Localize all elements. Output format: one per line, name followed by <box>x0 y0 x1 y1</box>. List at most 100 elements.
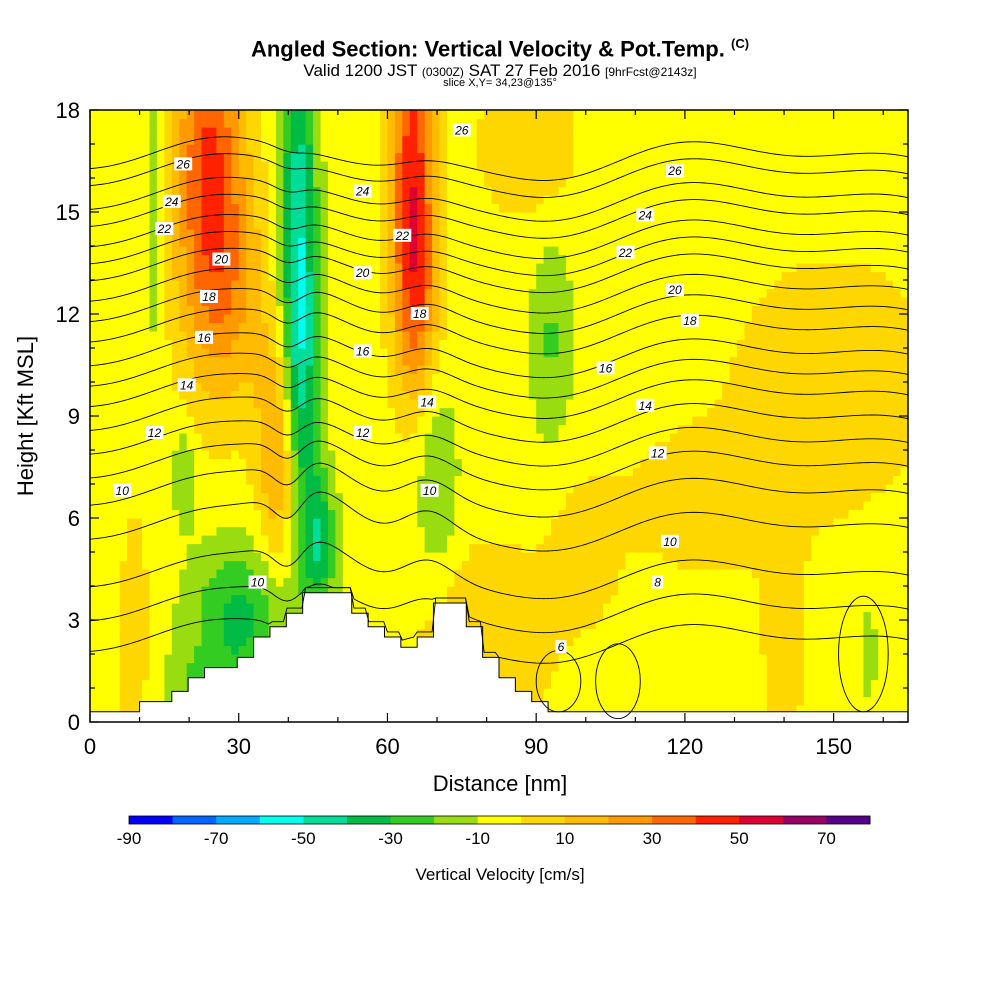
velocity-cell <box>127 586 136 596</box>
velocity-cell <box>759 399 768 409</box>
velocity-cell <box>216 535 225 545</box>
velocity-cell <box>424 365 433 375</box>
velocity-cell <box>855 594 864 604</box>
velocity-cell <box>811 569 820 579</box>
velocity-cell <box>380 594 389 604</box>
velocity-cell <box>186 671 195 681</box>
velocity-cell <box>803 543 812 553</box>
velocity-cell <box>565 475 574 485</box>
velocity-cell <box>149 594 158 604</box>
velocity-cell <box>179 399 188 409</box>
velocity-cell <box>766 535 775 545</box>
velocity-cell <box>632 620 641 630</box>
velocity-cell <box>863 416 872 426</box>
velocity-cell <box>365 569 374 579</box>
velocity-cell <box>655 620 664 630</box>
velocity-cell <box>409 458 418 468</box>
velocity-cell <box>551 671 560 681</box>
velocity-cell <box>380 458 389 468</box>
velocity-cell <box>625 620 634 630</box>
velocity-cell <box>617 501 627 511</box>
velocity-cell <box>900 501 908 511</box>
velocity-cell <box>298 407 307 417</box>
velocity-cell <box>90 688 99 698</box>
velocity-cell <box>684 645 693 655</box>
velocity-cell <box>617 645 627 655</box>
velocity-cell <box>402 382 411 392</box>
velocity-cell <box>283 484 292 494</box>
velocity-cell <box>848 679 857 689</box>
velocity-cell <box>261 450 270 460</box>
velocity-cell <box>484 628 493 638</box>
velocity-cell <box>595 586 604 596</box>
velocity-cell <box>342 577 351 587</box>
velocity-cell <box>818 450 827 460</box>
velocity-cell <box>484 526 493 536</box>
velocity-cell <box>893 518 902 528</box>
velocity-cell <box>722 441 731 451</box>
velocity-cell <box>818 594 827 604</box>
velocity-cell <box>268 467 277 477</box>
velocity-cell <box>268 458 277 468</box>
velocity-cell <box>350 467 359 477</box>
velocity-cell <box>625 382 634 392</box>
velocity-cell <box>380 399 389 409</box>
velocity-cell <box>595 484 604 494</box>
velocity-cell <box>164 441 173 451</box>
velocity-cell <box>380 441 389 451</box>
velocity-cell <box>855 399 864 409</box>
velocity-cell <box>632 365 641 375</box>
velocity-cell <box>357 475 366 485</box>
velocity-cell <box>90 577 99 587</box>
velocity-cell <box>476 526 485 536</box>
velocity-cell <box>231 501 240 511</box>
velocity-cell <box>543 526 552 536</box>
velocity-cell <box>372 492 381 502</box>
velocity-cell <box>855 671 864 681</box>
velocity-cell <box>595 603 604 613</box>
velocity-cell <box>112 416 121 426</box>
velocity-cell <box>625 705 634 715</box>
velocity-cell <box>223 594 232 604</box>
velocity-cell <box>536 433 545 443</box>
velocity-cell <box>833 696 842 706</box>
velocity-cell <box>855 348 864 358</box>
velocity-cell <box>149 671 158 681</box>
velocity-cell <box>625 671 634 681</box>
velocity-cell <box>164 594 173 604</box>
velocity-cell <box>253 416 262 426</box>
velocity-cell <box>796 543 805 553</box>
velocity-cell <box>320 407 329 417</box>
velocity-cell <box>484 569 493 579</box>
velocity-cell <box>208 416 218 426</box>
velocity-cell <box>90 492 99 502</box>
velocity-cell <box>484 348 493 358</box>
velocity-cell <box>127 577 136 587</box>
velocity-cell <box>632 654 641 664</box>
velocity-cell <box>863 688 872 698</box>
velocity-cell <box>573 467 582 477</box>
velocity-cell <box>439 509 448 519</box>
velocity-cell <box>893 560 902 570</box>
velocity-cell <box>394 552 403 562</box>
velocity-cell <box>699 475 708 485</box>
velocity-cell <box>365 560 374 570</box>
velocity-cell <box>766 645 775 655</box>
velocity-cell <box>848 620 857 630</box>
velocity-cell <box>469 552 478 562</box>
velocity-cell <box>97 382 106 392</box>
velocity-cell <box>446 382 455 392</box>
velocity-cell <box>714 382 723 392</box>
velocity-cell <box>573 645 582 655</box>
velocity-cell <box>476 416 485 426</box>
velocity-cell <box>640 382 649 392</box>
velocity-cell <box>751 552 760 562</box>
velocity-cell <box>855 586 864 596</box>
velocity-cell <box>97 620 106 630</box>
velocity-cell <box>461 577 470 587</box>
velocity-cell <box>417 603 426 613</box>
velocity-cell <box>372 484 381 494</box>
velocity-cell <box>402 628 411 638</box>
velocity-cell <box>290 416 299 426</box>
velocity-cell <box>461 390 470 400</box>
